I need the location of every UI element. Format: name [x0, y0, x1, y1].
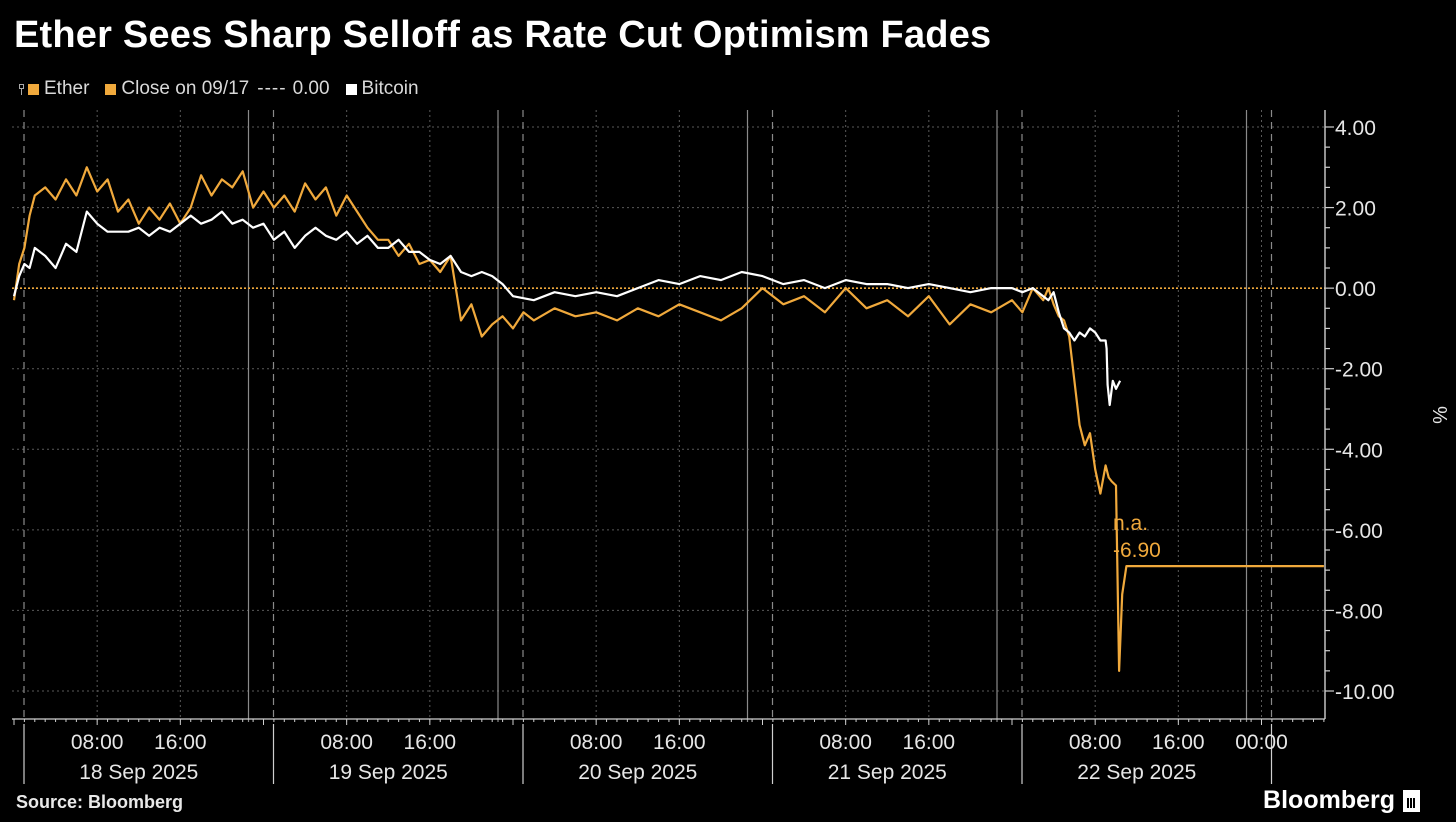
x-time-label: 08:00 [570, 731, 623, 754]
x-day-label: 18 Sep 2025 [79, 761, 198, 784]
y-tick-label: 0.00 [1335, 278, 1376, 301]
pin-icon [18, 83, 26, 95]
x-day-label: 19 Sep 2025 [329, 761, 448, 784]
axes: 4.00 2.00 0.00 -2.00 -4.00 -6.00 -8.00 -10.00% [12, 110, 1452, 784]
bloomberg-chart-icon [1403, 789, 1420, 812]
y-axis-label: % [1430, 406, 1452, 424]
y-tick-label: -8.00 [1335, 600, 1383, 623]
x-time-label: 08:00 [1069, 731, 1122, 754]
y-tick-label: -4.00 [1335, 439, 1383, 462]
grid [12, 110, 1325, 722]
legend-close-label: Close on 09/17 [121, 78, 250, 99]
series-line-ether [12, 166, 1324, 673]
ether-swatch-icon [28, 83, 39, 95]
bloomberg-logo: Bloomberg [1263, 786, 1420, 815]
x-time-label: 00:00 [1235, 731, 1288, 754]
y-tick-label: -6.00 [1335, 520, 1383, 543]
bitcoin-swatch-icon [345, 83, 357, 95]
legend-bitcoin-label: Bitcoin [361, 78, 419, 99]
legend-bitcoin[interactable]: Bitcoin [345, 78, 419, 100]
y-tick-label: 4.00 [1335, 117, 1376, 140]
x-time-label: 08:00 [819, 731, 872, 754]
legend-ether[interactable]: Ether [18, 78, 89, 100]
x-time-label: 08:00 [320, 731, 373, 754]
legend-close[interactable]: Close on 09/17 ---- 0.00 [105, 78, 330, 100]
x-time-label: 16:00 [903, 731, 956, 754]
legend-ether-label: Ether [44, 78, 90, 99]
chart-title: Ether Sees Sharp Selloff as Rate Cut Opt… [14, 14, 992, 56]
legend: Ether Close on 09/17 ---- 0.00 Bitcoin [18, 78, 435, 100]
labels: 08:00 16:00 08:00 16:00 08:00 16:00 08:00 16:00… [71, 512, 1288, 784]
close-swatch-icon [105, 83, 117, 95]
annotation-value: -6.90 [1113, 539, 1161, 562]
legend-close-value: 0.00 [292, 78, 330, 99]
brand-name: Bloomberg [1263, 786, 1395, 814]
source-note: Source: Bloomberg [16, 792, 184, 812]
x-time-label: 16:00 [404, 731, 457, 754]
x-time-label: 08:00 [71, 731, 124, 754]
x-day-label: 21 Sep 2025 [828, 761, 947, 784]
x-time-label: 16:00 [1152, 731, 1205, 754]
x-day-label: 20 Sep 2025 [578, 761, 697, 784]
legend-close-dashes: ---- [257, 78, 287, 99]
y-tick-label: -10.00 [1335, 681, 1395, 704]
line-chart: 4.002.000.00-2.00-4.00-6.00-8.00-10.00% … [12, 110, 1452, 784]
series-layer [12, 166, 1324, 673]
x-time-label: 16:00 [653, 731, 706, 754]
x-day-label: 22 Sep 2025 [1077, 761, 1196, 784]
series-line-bitcoin [12, 210, 1122, 407]
y-tick-label: 2.00 [1335, 198, 1376, 221]
y-tick-label: -2.00 [1335, 359, 1383, 382]
annotation-na: n.a. [1113, 512, 1148, 535]
x-time-label: 16:00 [154, 731, 207, 754]
